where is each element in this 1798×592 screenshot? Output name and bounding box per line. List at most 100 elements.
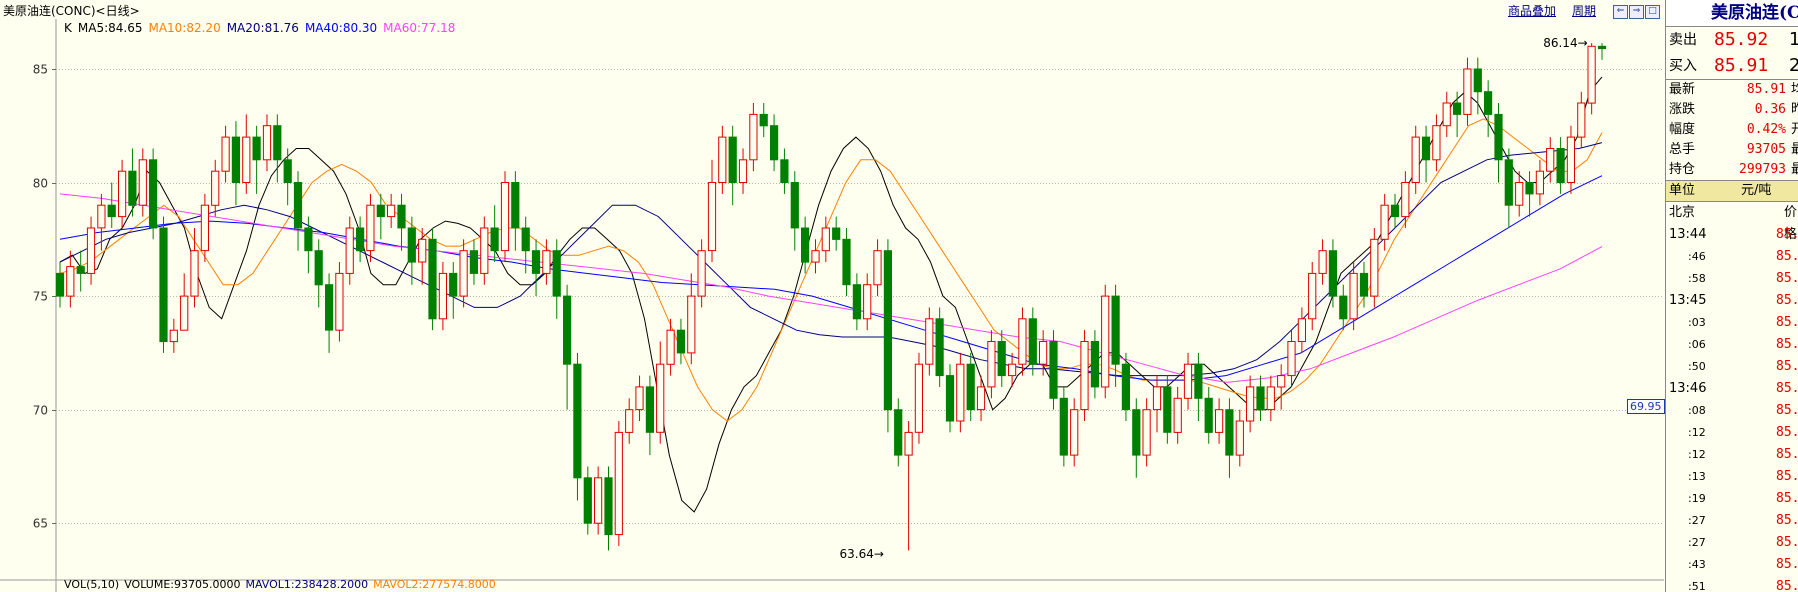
tick-price: 85.88 xyxy=(1776,425,1798,440)
candle-body xyxy=(770,125,779,161)
period-button[interactable]: 周期 xyxy=(1571,4,1596,18)
candle-body xyxy=(149,159,158,229)
tick-row: :08 85.89 xyxy=(1666,400,1798,422)
stat-value: 93705 xyxy=(1746,142,1786,157)
tick-price: 85.86 xyxy=(1776,249,1798,264)
tick-time: :12 xyxy=(1688,426,1706,439)
candle-body xyxy=(97,204,106,229)
candle-body xyxy=(780,159,789,184)
tick-time: :43 xyxy=(1688,558,1706,571)
tick-price: 85.88 xyxy=(1776,469,1798,484)
candle-body xyxy=(749,113,758,161)
candle-body xyxy=(821,227,830,252)
candle-body xyxy=(1163,386,1172,433)
candle-body xyxy=(1515,182,1524,206)
candle-body xyxy=(1070,409,1079,456)
tick-price: 85.86 xyxy=(1776,535,1798,550)
ma-legend-item-0: K xyxy=(64,21,72,35)
buy-row: 买入 85.91 2 xyxy=(1666,53,1798,79)
tick-time: :50 xyxy=(1688,360,1706,373)
candle-body xyxy=(335,272,344,331)
candle-body xyxy=(1349,272,1358,320)
y-tick-label: 85 xyxy=(33,63,48,77)
stat-value: 0.42% xyxy=(1746,122,1786,137)
tick-time: 13:45 xyxy=(1669,293,1707,308)
candle-body xyxy=(666,329,675,365)
candle-body xyxy=(118,170,127,218)
ma-line-ma40 xyxy=(59,175,1603,381)
tick-price: 85.86 xyxy=(1776,513,1798,528)
candle-body xyxy=(1525,182,1534,195)
tick-time: :51 xyxy=(1688,580,1706,592)
candle-body xyxy=(1090,341,1100,388)
candle-body xyxy=(801,227,810,263)
tick-time: :27 xyxy=(1688,536,1706,549)
tick-header: 北京 价格 xyxy=(1666,201,1798,242)
candle-body xyxy=(1173,397,1182,433)
tick-price: 85.87 xyxy=(1776,271,1798,286)
candle-body xyxy=(1256,386,1265,411)
candle-body xyxy=(1453,102,1462,115)
tick-time: :46 xyxy=(1688,250,1706,263)
candle-body xyxy=(86,227,96,274)
tick-header-price: 价格 xyxy=(1784,205,1798,242)
candle-body xyxy=(687,295,696,354)
tick-price: 85.89 xyxy=(1776,403,1798,418)
candle-body xyxy=(976,386,986,411)
candle-body xyxy=(1359,272,1369,297)
tick-time: :06 xyxy=(1688,338,1706,351)
tick-price: 85.87 xyxy=(1776,315,1798,330)
ma-line-ma60 xyxy=(59,193,1603,383)
vol-legend: VOL(5,10) VOLUME:93705.0000 MAVOL1:238428.… xyxy=(64,578,501,591)
tick-row: 13:44 85.87 xyxy=(1666,224,1798,246)
candle-body xyxy=(1421,136,1431,161)
candle-body xyxy=(1318,250,1327,274)
candle-body xyxy=(262,125,272,161)
tick-price: 85.88 xyxy=(1776,447,1798,462)
prev-icon[interactable]: ⇐ xyxy=(1613,5,1628,19)
tick-row: :27 85.86 xyxy=(1666,510,1798,532)
y-tick-label: 70 xyxy=(33,404,48,418)
candle-body xyxy=(1121,363,1131,411)
candle-body xyxy=(128,170,137,206)
candle-body xyxy=(563,295,572,365)
candle-body xyxy=(366,204,375,252)
tick-row: :13 85.88 xyxy=(1666,466,1798,488)
stat-label: 总手 xyxy=(1669,142,1696,157)
next-icon[interactable]: ⇒ xyxy=(1629,5,1644,19)
candle-body xyxy=(635,386,644,411)
maximize-icon[interactable]: □ xyxy=(1645,5,1660,19)
candle-body xyxy=(1235,420,1244,456)
candle-body xyxy=(790,182,799,229)
candle-body xyxy=(997,341,1006,377)
candle-body xyxy=(1142,409,1151,456)
candle-body xyxy=(55,272,65,297)
ma-legend-item-5: MA60:77.18 xyxy=(383,21,456,35)
candle-body xyxy=(159,227,168,343)
candle-body xyxy=(987,341,996,388)
buy-label: 买入 xyxy=(1669,58,1697,74)
instrument-name: 美原油连(CONC) xyxy=(1666,0,1798,27)
candle-body xyxy=(945,375,955,422)
candle-body xyxy=(1432,125,1441,161)
tick-price: 85.87 xyxy=(1776,491,1798,506)
tick-list[interactable]: 13:44 85.87:46 85.86:58 85.87 13:45 85.87:03 8… xyxy=(1666,224,1798,592)
stat-extra-label: 开 xyxy=(1791,120,1798,140)
stat-label: 幅度 xyxy=(1669,122,1696,137)
candle-body xyxy=(1442,102,1451,127)
sell-price: 85.92 xyxy=(1714,29,1769,50)
candle-body xyxy=(1215,409,1224,433)
candle-body xyxy=(904,431,913,456)
candle-body xyxy=(1183,363,1193,399)
overlay-button[interactable]: 商品叠加 xyxy=(1507,4,1556,18)
candle-body xyxy=(1080,341,1089,411)
chart-area[interactable]: 65 70 75 80 85 86.14→ 63.64→ xyxy=(0,19,1664,592)
y-tick-label: 80 xyxy=(33,177,48,191)
kline-chart[interactable]: 65 70 75 80 85 86.14→ 63.64→ xyxy=(0,19,1664,592)
candle-body xyxy=(1225,409,1234,456)
tick-price: 85.86 xyxy=(1776,557,1798,572)
candle-body xyxy=(894,409,903,456)
candle-body xyxy=(1018,318,1027,365)
candle-body xyxy=(1535,170,1545,195)
stat-row: 涨跌 0.36 昨 xyxy=(1666,100,1798,120)
